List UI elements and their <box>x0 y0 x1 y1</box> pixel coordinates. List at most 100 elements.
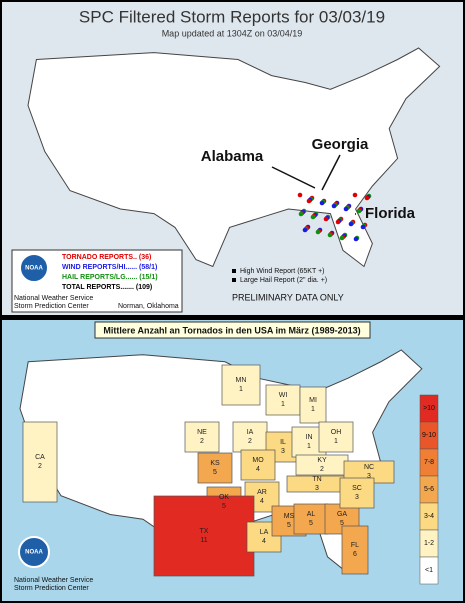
state-count: 1 <box>307 443 311 450</box>
report-dot <box>360 224 366 230</box>
annotation: Florida <box>365 205 416 222</box>
scale-label: 5-6 <box>424 486 434 493</box>
state <box>221 364 261 406</box>
report-dot <box>331 203 337 209</box>
state-code: CA <box>35 454 45 461</box>
state-code: TX <box>200 528 209 535</box>
legend-entry: WIND REPORTS/HI...... (58/1) <box>62 264 157 271</box>
state-code: IN <box>306 434 313 441</box>
state-count: 5 <box>287 522 291 529</box>
report-dot <box>319 200 325 206</box>
map-title: Mittlere Anzahl an Tornados in den USA i… <box>103 325 360 335</box>
annotation-arrow <box>271 166 316 189</box>
annotation: Alabama <box>201 148 264 165</box>
key-text: Large Hail Report (2" dia. +) <box>240 277 327 284</box>
report-dot <box>352 192 358 198</box>
state-code: NC <box>364 464 374 471</box>
scale-label: 9-10 <box>422 432 436 439</box>
state-count: 1 <box>239 386 243 393</box>
state-code: LA <box>260 529 269 536</box>
state-count: 3 <box>281 448 285 455</box>
report-dot <box>353 236 359 242</box>
state-count: 6 <box>353 551 357 558</box>
scale-label: >10 <box>423 405 435 412</box>
office-text: Storm Prediction Center <box>14 585 89 592</box>
state-count: 3 <box>367 473 371 480</box>
state-code: OK <box>219 494 229 501</box>
state-code: FL <box>351 542 359 549</box>
state <box>318 421 354 453</box>
state-count: 5 <box>340 520 344 527</box>
footer: PRELIMINARY DATA ONLY <box>232 292 344 302</box>
report-dot <box>335 219 341 225</box>
state-count: 2 <box>200 438 204 445</box>
report-dot <box>315 229 321 235</box>
state-count: 5 <box>309 520 313 527</box>
state-count: 4 <box>262 538 266 545</box>
state-count: 2 <box>248 438 252 445</box>
office-text: Storm Prediction Center <box>14 303 89 310</box>
state-count: 4 <box>260 498 264 505</box>
state-code: SC <box>352 485 362 492</box>
state-count: 1 <box>281 401 285 408</box>
scale-label: 3-4 <box>424 513 434 520</box>
report-dot <box>310 214 316 220</box>
noaa-logo <box>19 253 49 283</box>
state-count: 2 <box>38 463 42 470</box>
report-dot <box>364 195 370 201</box>
report-dot <box>323 216 329 222</box>
state-code: NE <box>197 429 207 436</box>
report-dot <box>306 198 312 204</box>
state <box>197 452 233 484</box>
state-code: AL <box>307 511 316 518</box>
legend-entry: TORNADO REPORTS.. (36) <box>62 254 151 261</box>
state-code: IL <box>280 439 286 446</box>
report-dot <box>298 211 304 217</box>
state-code: WI <box>279 392 288 399</box>
state-code: KS <box>210 460 220 467</box>
state-count: 3 <box>355 494 359 501</box>
annotation-arrow <box>321 154 341 191</box>
legend-entry: HAIL REPORTS/LG...... (15/1) <box>62 274 158 281</box>
state-count: 3 <box>315 485 319 492</box>
report-dot <box>343 206 349 212</box>
title-box <box>94 321 371 339</box>
state-count: 4 <box>256 466 260 473</box>
state-code: MO <box>252 457 264 464</box>
state-code: MS <box>284 513 295 520</box>
state-count: 5 <box>222 503 226 510</box>
office-text: National Weather Service <box>14 577 93 584</box>
state <box>341 525 369 575</box>
report-dot <box>339 235 345 241</box>
state <box>339 477 375 509</box>
key-mark <box>232 278 236 282</box>
annotation: Georgia <box>312 136 369 153</box>
state-code: AR <box>257 489 267 496</box>
logo-text: NOAA <box>25 266 43 272</box>
state-code: GA <box>337 511 347 518</box>
state-code: OH <box>331 429 342 436</box>
state <box>232 421 268 453</box>
state <box>240 449 276 481</box>
state-count: 11 <box>200 537 207 544</box>
scale-swatch <box>419 556 439 585</box>
logo-text: NOAA <box>25 550 43 556</box>
us-map <box>27 47 441 268</box>
state-code: TN <box>312 476 321 483</box>
state <box>299 386 327 424</box>
state-code: KY <box>317 457 327 464</box>
location: Norman, Oklahoma <box>118 303 179 310</box>
state-count: 1 <box>311 406 315 413</box>
report-dot <box>356 208 362 214</box>
map-subtitle: Map updated at 1304Z on 03/04/19 <box>162 28 303 38</box>
state-count: 5 <box>213 469 217 476</box>
scale-label: 1-2 <box>424 540 434 547</box>
key-text: High Wind Report (65KT +) <box>240 268 325 275</box>
state-code: IA <box>247 429 254 436</box>
legend-entry: TOTAL REPORTS....... (109) <box>62 284 152 291</box>
state-code: MN <box>236 377 247 384</box>
report-dot <box>327 232 333 238</box>
state <box>265 384 301 416</box>
